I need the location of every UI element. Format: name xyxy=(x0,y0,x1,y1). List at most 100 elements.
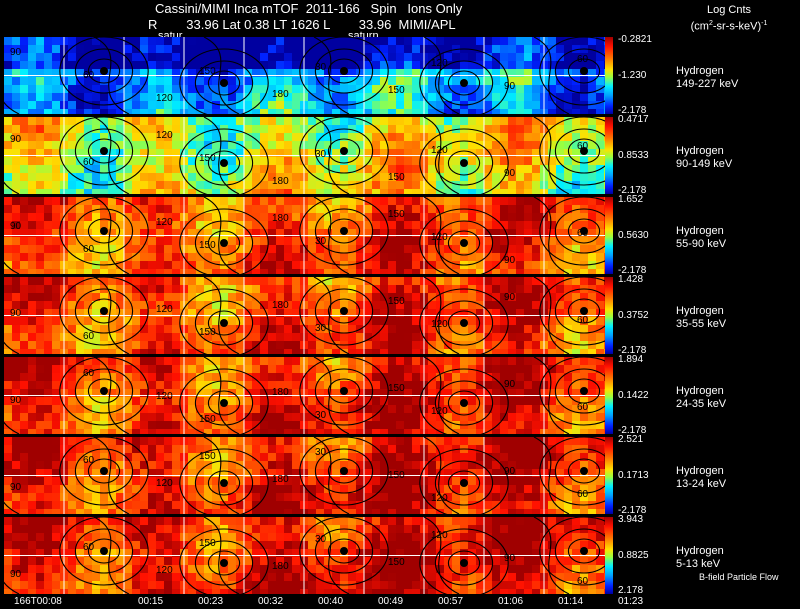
contour-label: 180 xyxy=(272,213,289,224)
colorbar-max: -0.2821 xyxy=(618,34,652,45)
contour-label: 90 xyxy=(504,379,516,390)
contour-label: 150 xyxy=(199,240,216,251)
colorbar-max: 2.521 xyxy=(618,434,644,445)
contour-label: 120 xyxy=(156,130,173,141)
contour-label: 90 xyxy=(504,553,516,564)
contour-label: 60 xyxy=(83,70,95,81)
contour-label: 90 xyxy=(504,255,516,266)
contour-label: 90 xyxy=(10,47,22,58)
contour-label: 60 xyxy=(577,402,589,413)
time-tick: 166T00:08 xyxy=(14,596,62,607)
time-tick: 01:06 xyxy=(498,596,524,607)
contour-label: 120 xyxy=(431,232,448,243)
colorbar-max: 3.943 xyxy=(618,514,644,525)
panel-image: 90 60 120 150 180 30 150 120 90 60 xyxy=(4,517,605,594)
time-tick: 00:23 xyxy=(198,596,224,607)
plot-title: Cassini/MIMI Inca mTOF 2011-166 Spin Ion… xyxy=(155,1,463,16)
contour-label: 30 xyxy=(315,236,327,247)
contour-label: 30 xyxy=(315,534,327,545)
colorbar-min: -2.178 xyxy=(618,105,647,116)
species-label: Hydrogen 5-13 keV xyxy=(676,545,724,570)
species-label: Hydrogen 149-227 keV xyxy=(676,65,739,90)
contour-label: 60 xyxy=(577,141,589,152)
contour-label: 180 xyxy=(272,387,289,398)
colorbar-mid: 0.8825 xyxy=(618,550,649,561)
contour-label: 120 xyxy=(431,493,448,504)
colorbar xyxy=(605,277,613,354)
contour-label: 180 xyxy=(272,474,289,485)
contour-label: 90 xyxy=(10,482,22,493)
plot-header: Cassini/MIMI Inca mTOF 2011-166 Spin Ion… xyxy=(0,0,800,42)
colorbar-min: -2.178 xyxy=(618,505,647,516)
contour-label: 150 xyxy=(388,383,405,394)
panel-image: 90 60 120 150 180 30 150 120 90 60 xyxy=(4,357,605,434)
time-tick: 01:14 xyxy=(558,596,584,607)
time-axis: 166T00:08 00:15 00:23 00:32 00:40 00:49 00:57 0… xyxy=(0,596,800,609)
contour-label: 150 xyxy=(199,538,216,549)
contour-label: 90 xyxy=(504,168,516,179)
time-tick: 00:32 xyxy=(258,596,284,607)
contour-label: 150 xyxy=(388,209,405,220)
contour-label: 60 xyxy=(577,576,589,587)
contour-label: 60 xyxy=(83,331,95,342)
contour-label: 150 xyxy=(388,296,405,307)
colorbar xyxy=(605,357,613,434)
contour-label: 150 xyxy=(388,172,405,183)
contour-label: 30 xyxy=(315,447,327,458)
colorbar-max: 1.652 xyxy=(618,194,644,205)
contour-label: 60 xyxy=(577,54,589,65)
panel-image: 90 60 120 150 180 30 150 120 90 60 xyxy=(4,437,605,514)
colorbar-max: 1.428 xyxy=(618,274,644,285)
time-tick: 00:15 xyxy=(138,596,164,607)
panel-image: 90 60 120 150 180 30 150 120 90 60 xyxy=(4,117,605,194)
colorbar-min: -2.178 xyxy=(618,265,647,276)
colorbar-min: -2.178 xyxy=(618,345,647,356)
species-label: Hydrogen 90-149 keV xyxy=(676,145,733,170)
colorbar xyxy=(605,197,613,274)
contour-label: 150 xyxy=(199,327,216,338)
contour-label: 90 xyxy=(504,292,516,303)
species-label: Hydrogen 13-24 keV xyxy=(676,465,727,490)
contour-label: 120 xyxy=(156,478,173,489)
panel-image: 90 60 120 150 180 30 150 120 90 60 xyxy=(4,277,605,354)
species-label: Hydrogen 24-35 keV xyxy=(676,385,727,410)
contour-label: 30 xyxy=(315,62,327,73)
colorbar-min: -2.178 xyxy=(618,185,647,196)
contour-label: 90 xyxy=(504,81,516,92)
colorbar-mid: 0.5630 xyxy=(618,230,649,241)
contour-label: 120 xyxy=(156,93,173,104)
contour-label: 60 xyxy=(83,244,95,255)
species-label: Hydrogen 35-55 keV xyxy=(676,305,727,330)
panel-4: 90 60 120 150 180 30 150 120 90 60 xyxy=(4,357,605,434)
contour-label: 90 xyxy=(10,395,22,406)
time-tick: 01:23 xyxy=(618,596,644,607)
colorbar-mid: 0.1422 xyxy=(618,390,649,401)
contour-label: 150 xyxy=(199,414,216,425)
colorbar-mid: 0.1713 xyxy=(618,470,649,481)
contour-label: 90 xyxy=(10,134,22,145)
contour-label: 150 xyxy=(388,470,405,481)
colorbar-max: 0.4717 xyxy=(618,114,649,125)
contour-label: 120 xyxy=(431,530,448,541)
contour-label: 120 xyxy=(156,391,173,402)
contour-label: 60 xyxy=(577,228,589,239)
panel-5: 90 60 120 150 180 30 150 120 90 60 xyxy=(4,437,605,514)
panel-image: 90 60 120 150 180 30 150 120 90 60 xyxy=(4,37,605,114)
contour-label: 120 xyxy=(156,304,173,315)
colorbar-mid: 0.8533 xyxy=(618,150,649,161)
time-tick: 00:49 xyxy=(378,596,404,607)
contour-label: 120 xyxy=(431,319,448,330)
contour-label: 90 xyxy=(10,569,22,580)
panel-2: 90 60 120 150 180 30 150 120 90 60 xyxy=(4,197,605,274)
contour-label: 120 xyxy=(431,145,448,156)
contour-label: 90 xyxy=(10,221,22,232)
contour-label: 30 xyxy=(315,410,327,421)
contour-label: 150 xyxy=(388,557,405,568)
panel-0: 90 60 120 150 180 30 150 120 90 60 xyxy=(4,37,605,114)
contour-label: 30 xyxy=(315,323,327,334)
colorbar xyxy=(605,437,613,514)
panel-3: 90 60 120 150 180 30 150 120 90 60 xyxy=(4,277,605,354)
contour-label: 120 xyxy=(431,406,448,417)
colorbar xyxy=(605,117,613,194)
units-label: Log Cnts (cm2-sr-s-keV)-1 xyxy=(690,4,768,33)
